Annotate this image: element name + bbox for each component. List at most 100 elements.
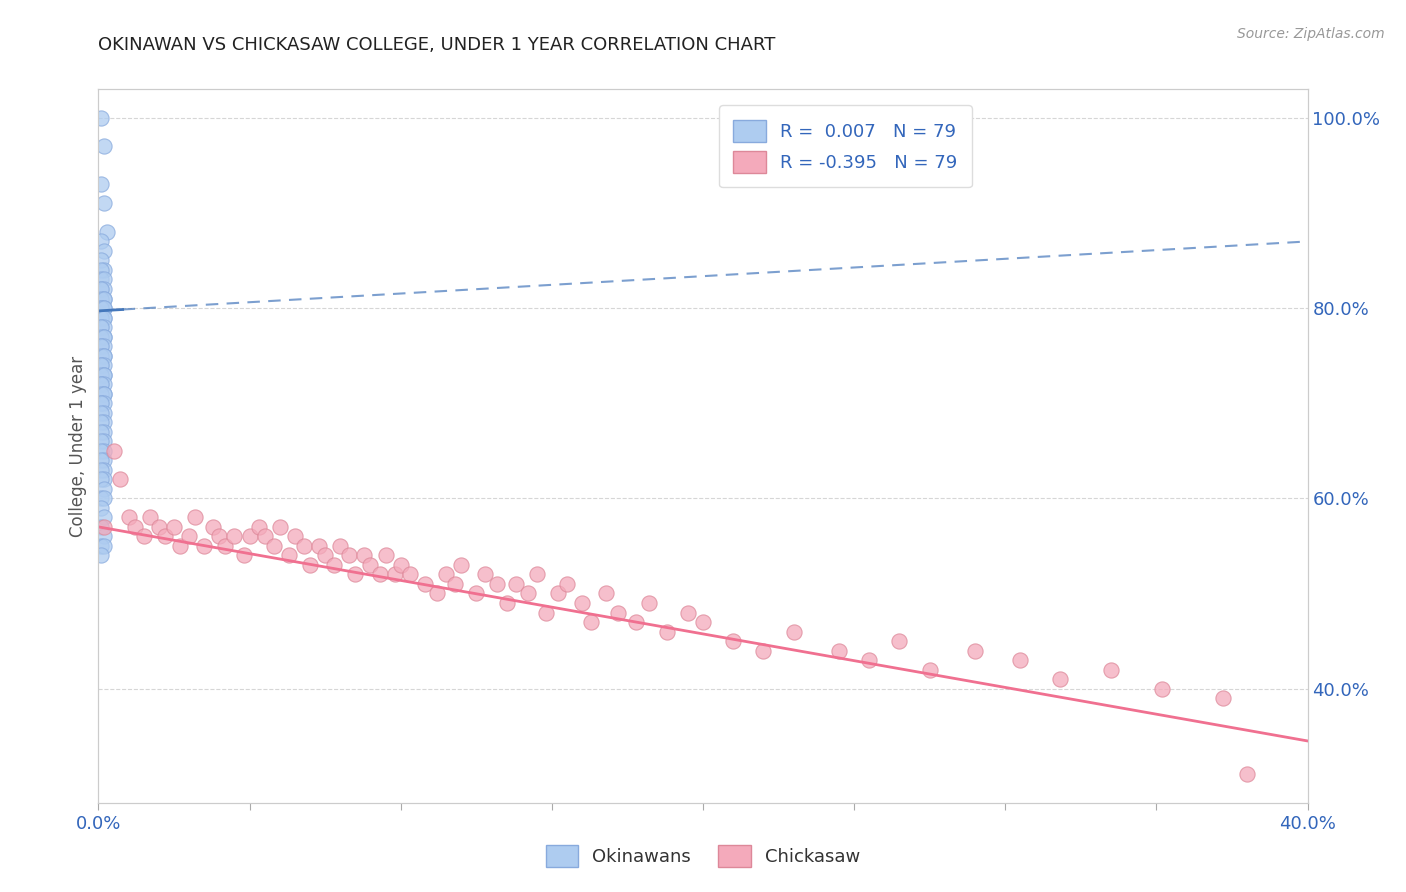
Legend: Okinawans, Chickasaw: Okinawans, Chickasaw: [538, 838, 868, 874]
Point: [93, 434, 115, 449]
Point: [93, 386, 115, 401]
Point: [93, 349, 115, 363]
Point: [93, 539, 115, 553]
Point: [90, 292, 112, 306]
Point: [344, 567, 367, 582]
Point: [96, 225, 118, 239]
Point: [139, 510, 162, 524]
Point: [783, 624, 806, 639]
Point: [93, 292, 115, 306]
Point: [389, 558, 412, 572]
Point: [93, 301, 115, 315]
Point: [90, 301, 112, 315]
Point: [655, 624, 678, 639]
Point: [965, 643, 987, 657]
Point: [413, 577, 436, 591]
Point: [90, 406, 112, 420]
Point: [516, 586, 538, 600]
Point: [434, 567, 457, 582]
Point: [90, 396, 112, 410]
Point: [132, 529, 155, 543]
Point: [184, 510, 207, 524]
Point: [90, 377, 112, 392]
Point: [93, 282, 115, 296]
Point: [626, 615, 648, 629]
Point: [93, 196, 115, 211]
Point: [450, 558, 472, 572]
Point: [90, 263, 112, 277]
Point: [90, 339, 112, 353]
Point: [1049, 672, 1071, 686]
Point: [858, 653, 880, 667]
Point: [90, 415, 112, 429]
Point: [752, 643, 775, 657]
Point: [93, 368, 115, 382]
Point: [534, 606, 557, 620]
Point: [93, 263, 115, 277]
Point: [284, 529, 307, 543]
Point: [93, 396, 115, 410]
Point: [277, 549, 299, 563]
Point: [263, 539, 285, 553]
Point: [93, 491, 115, 506]
Point: [93, 329, 115, 343]
Point: [179, 529, 201, 543]
Point: [90, 368, 112, 382]
Point: [90, 178, 112, 192]
Point: [299, 558, 322, 572]
Point: [90, 339, 112, 353]
Point: [692, 615, 714, 629]
Point: [93, 529, 115, 543]
Point: [93, 510, 115, 524]
Legend: R =  0.007   N = 79, R = -0.395   N = 79: R = 0.007 N = 79, R = -0.395 N = 79: [718, 105, 972, 187]
Point: [90, 282, 112, 296]
Point: [465, 586, 488, 600]
Point: [90, 310, 112, 325]
Point: [90, 453, 112, 467]
Point: [676, 606, 699, 620]
Point: [90, 377, 112, 392]
Point: [579, 615, 602, 629]
Point: [595, 586, 617, 600]
Point: [495, 596, 517, 610]
Point: [723, 634, 745, 648]
Point: [314, 549, 336, 563]
Point: [90, 491, 112, 506]
Point: [93, 310, 115, 325]
Point: [547, 586, 569, 600]
Point: [153, 529, 176, 543]
Point: [93, 358, 115, 372]
Point: [474, 567, 496, 582]
Point: [374, 549, 396, 563]
Text: OKINAWAN VS CHICKASAW COLLEGE, UNDER 1 YEAR CORRELATION CHART: OKINAWAN VS CHICKASAW COLLEGE, UNDER 1 Y…: [98, 36, 776, 54]
Point: [323, 558, 346, 572]
Point: [193, 539, 215, 553]
Point: [1236, 767, 1258, 781]
Point: [208, 529, 231, 543]
Point: [103, 443, 125, 458]
Point: [269, 520, 291, 534]
Point: [253, 529, 276, 543]
Point: [486, 577, 509, 591]
Point: [90, 349, 112, 363]
Point: [353, 549, 375, 563]
Point: [337, 549, 360, 563]
Point: [308, 539, 330, 553]
Point: [93, 415, 115, 429]
Point: [93, 349, 115, 363]
Point: [90, 434, 112, 449]
Point: [90, 463, 112, 477]
Y-axis label: College, Under 1 year: College, Under 1 year: [69, 355, 87, 537]
Point: [90, 443, 112, 458]
Point: [93, 463, 115, 477]
Point: [90, 425, 112, 439]
Point: [148, 520, 170, 534]
Point: [555, 577, 578, 591]
Point: [90, 386, 112, 401]
Point: [637, 596, 659, 610]
Point: [90, 111, 112, 125]
Point: [214, 539, 236, 553]
Point: [93, 443, 115, 458]
Point: [93, 425, 115, 439]
Point: [118, 510, 141, 524]
